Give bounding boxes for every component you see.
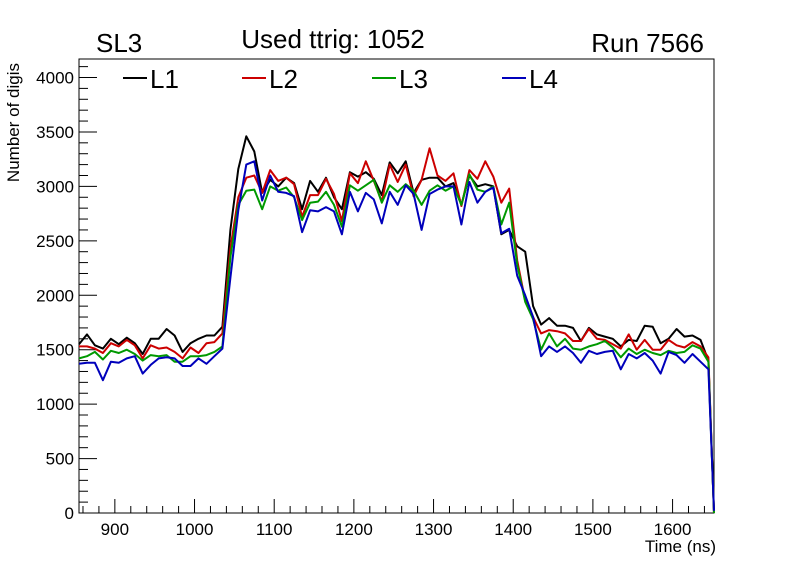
x-tick-label: 1200	[335, 520, 373, 539]
x-tick-label: 1300	[415, 520, 453, 539]
legend-label: L3	[399, 64, 428, 94]
x-tick-label: 1100	[256, 520, 293, 539]
y-tick-label: 2000	[36, 286, 74, 305]
x-tick-label: 1400	[494, 520, 532, 539]
legend-label: L2	[269, 64, 298, 94]
y-tick-label: 1500	[36, 341, 74, 360]
y-tick-label: 2500	[36, 232, 74, 251]
x-axis-title: Time (ns)	[645, 537, 716, 556]
y-axis: 0 500 1000 1500 2000 2500 3000 3500 4000	[36, 66, 97, 523]
y-tick-label: 500	[46, 450, 74, 469]
x-tick-label: 1000	[176, 520, 214, 539]
x-axis: 900 1000 1100 1200 1300 1400 1500 1600	[82, 499, 705, 539]
y-axis-title: Number of digis	[4, 63, 23, 182]
legend-label: L4	[529, 64, 558, 94]
plot-frame	[78, 58, 715, 514]
x-tick-label: 1500	[574, 520, 612, 539]
y-tick-label: 0	[65, 504, 74, 523]
panel-label-left: SL3	[96, 28, 142, 58]
y-tick-label: 3500	[36, 123, 74, 142]
legend: L1 L2 L3 L4	[123, 64, 558, 94]
series-line-l2	[79, 147, 715, 514]
chart-title: Used ttrig: 1052	[241, 24, 425, 54]
series-lines	[78, 135, 715, 514]
series-line-l3	[78, 173, 715, 514]
run-label: Run 7566	[591, 28, 704, 58]
y-tick-label: 4000	[36, 69, 74, 88]
y-tick-label: 3000	[36, 177, 74, 196]
x-tick-label: 1600	[654, 520, 692, 539]
series-line-l4	[78, 160, 715, 511]
series-line-l1	[78, 135, 715, 514]
y-tick-label: 1000	[36, 395, 74, 414]
x-tick-label: 900	[101, 520, 129, 539]
legend-label: L1	[150, 64, 179, 94]
